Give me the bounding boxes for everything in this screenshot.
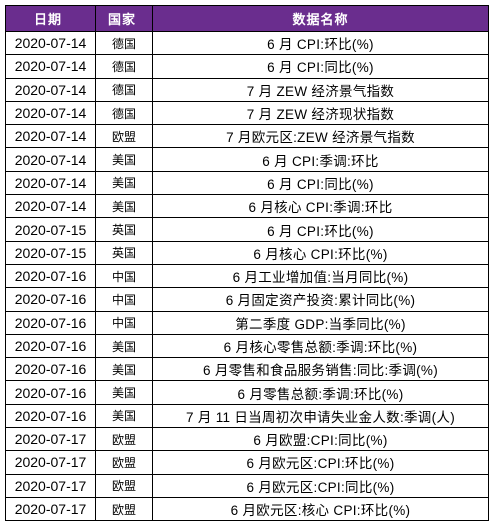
- table-row: 2020-07-17 欧盟 6 月欧元区:CPI:同比(%): [5, 473, 489, 498]
- cell-date: 2020-07-14: [5, 77, 96, 102]
- cell-country: 英国: [95, 240, 153, 265]
- table-row: 2020-07-16 中国 第二季度 GDP:当季同比(%): [5, 310, 489, 335]
- header-date: 日期: [5, 5, 96, 32]
- cell-data-name: 6 月工业增加值:当月同比(%): [152, 263, 489, 289]
- cell-data-name: 6 月欧元区:CPI:同比(%): [152, 473, 489, 498]
- cell-date: 2020-07-17: [5, 496, 96, 521]
- cell-date: 2020-07-16: [5, 263, 96, 289]
- cell-data-name: 6 月零售和食品服务销售:同比:季调(%): [152, 357, 489, 382]
- cell-data-name: 6 月 CPI:季调:环比: [152, 147, 489, 172]
- cell-data-name: 6 月 CPI:环比(%): [152, 217, 489, 242]
- table-row: 2020-07-16 美国 6 月零售总额:季调:环比(%): [5, 380, 489, 405]
- table-row: 2020-07-14 美国 6 月核心 CPI:季调:环比: [5, 194, 489, 219]
- table-row: 2020-07-14 德国 6 月 CPI:环比(%): [5, 30, 489, 56]
- table-row: 2020-07-14 德国 7 月 ZEW 经济现状指数: [5, 100, 489, 126]
- cell-date: 2020-07-14: [5, 194, 96, 219]
- cell-date: 2020-07-17: [5, 427, 96, 452]
- table-row: 2020-07-15 英国 6 月 CPI:环比(%): [5, 217, 489, 242]
- cell-country: 欧盟: [95, 496, 153, 521]
- cell-data-name: 6 月 CPI:环比(%): [152, 30, 489, 56]
- cell-data-name: 6 月 CPI:同比(%): [152, 54, 489, 79]
- cell-data-name: 6 月欧元区:核心 CPI:环比(%): [152, 496, 489, 521]
- cell-date: 2020-07-16: [5, 357, 96, 382]
- cell-date: 2020-07-16: [5, 403, 96, 429]
- cell-country: 美国: [95, 147, 153, 172]
- cell-date: 2020-07-14: [5, 147, 96, 172]
- table-row: 2020-07-16 美国 6 月零售和食品服务销售:同比:季调(%): [5, 357, 489, 382]
- cell-date: 2020-07-14: [5, 100, 96, 126]
- table-header-row: 日期 国家 数据名称: [5, 5, 489, 32]
- table-row: 2020-07-14 德国 7 月 ZEW 经济景气指数: [5, 77, 489, 102]
- table-row: 2020-07-16 中国 6 月工业增加值:当月同比(%): [5, 263, 489, 289]
- cell-date: 2020-07-16: [5, 310, 96, 335]
- header-data-name: 数据名称: [152, 5, 489, 32]
- table-row: 2020-07-17 欧盟 6 月欧元区:CPI:环比(%): [5, 450, 489, 475]
- cell-date: 2020-07-16: [5, 287, 96, 312]
- cell-date: 2020-07-14: [5, 124, 96, 149]
- cell-data-name: 7 月 ZEW 经济现状指数: [152, 100, 489, 126]
- table-row: 2020-07-16 美国 6 月核心零售总额:季调:环比(%): [5, 333, 489, 359]
- cell-country: 德国: [95, 100, 153, 126]
- cell-country: 美国: [95, 403, 153, 429]
- cell-date: 2020-07-14: [5, 30, 96, 56]
- cell-data-name: 6 月欧元区:CPI:环比(%): [152, 450, 489, 475]
- cell-country: 美国: [95, 194, 153, 219]
- cell-country: 英国: [95, 217, 153, 242]
- cell-data-name: 第二季度 GDP:当季同比(%): [152, 310, 489, 335]
- cell-date: 2020-07-16: [5, 333, 96, 359]
- table-row: 2020-07-14 德国 6 月 CPI:同比(%): [5, 54, 489, 79]
- cell-date: 2020-07-15: [5, 240, 96, 265]
- cell-country: 德国: [95, 30, 153, 56]
- table-row: 2020-07-17 欧盟 6 月欧元区:核心 CPI:环比(%): [5, 496, 489, 521]
- cell-data-name: 7 月 11 日当周初次申请失业金人数:季调(人): [152, 403, 489, 429]
- cell-country: 欧盟: [95, 124, 153, 149]
- cell-country: 中国: [95, 263, 153, 289]
- cell-data-name: 7 月欧元区:ZEW 经济景气指数: [152, 124, 489, 149]
- cell-date: 2020-07-15: [5, 217, 96, 242]
- cell-country: 中国: [95, 310, 153, 335]
- cell-date: 2020-07-14: [5, 170, 96, 196]
- cell-data-name: 6 月核心 CPI:季调:环比: [152, 194, 489, 219]
- cell-date: 2020-07-14: [5, 54, 96, 79]
- cell-country: 中国: [95, 287, 153, 312]
- header-country: 国家: [95, 5, 153, 32]
- cell-data-name: 6 月 CPI:同比(%): [152, 170, 489, 196]
- cell-country: 美国: [95, 170, 153, 196]
- cell-country: 美国: [95, 380, 153, 405]
- cell-country: 欧盟: [95, 427, 153, 452]
- cell-date: 2020-07-16: [5, 380, 96, 405]
- data-release-calendar-table: 日期 国家 数据名称 2020-07-14 德国 6 月 CPI:环比(%) 2…: [5, 5, 489, 521]
- table-row: 2020-07-14 欧盟 7 月欧元区:ZEW 经济景气指数: [5, 124, 489, 149]
- cell-data-name: 7 月 ZEW 经济景气指数: [152, 77, 489, 102]
- cell-country: 美国: [95, 333, 153, 359]
- cell-data-name: 6 月欧盟:CPI:同比(%): [152, 427, 489, 452]
- cell-data-name: 6 月零售总额:季调:环比(%): [152, 380, 489, 405]
- table-row: 2020-07-17 欧盟 6 月欧盟:CPI:同比(%): [5, 427, 489, 452]
- table-row: 2020-07-16 中国 6 月固定资产投资:累计同比(%): [5, 287, 489, 312]
- cell-data-name: 6 月核心零售总额:季调:环比(%): [152, 333, 489, 359]
- cell-country: 欧盟: [95, 473, 153, 498]
- cell-country: 德国: [95, 77, 153, 102]
- table-row: 2020-07-14 美国 6 月 CPI:季调:环比: [5, 147, 489, 172]
- cell-date: 2020-07-17: [5, 450, 96, 475]
- table-row: 2020-07-15 英国 6 月核心 CPI:环比(%): [5, 240, 489, 265]
- cell-date: 2020-07-17: [5, 473, 96, 498]
- table-row: 2020-07-16 美国 7 月 11 日当周初次申请失业金人数:季调(人): [5, 403, 489, 429]
- cell-data-name: 6 月核心 CPI:环比(%): [152, 240, 489, 265]
- cell-country: 欧盟: [95, 450, 153, 475]
- cell-country: 美国: [95, 357, 153, 382]
- cell-data-name: 6 月固定资产投资:累计同比(%): [152, 287, 489, 312]
- table-row: 2020-07-14 美国 6 月 CPI:同比(%): [5, 170, 489, 196]
- cell-country: 德国: [95, 54, 153, 79]
